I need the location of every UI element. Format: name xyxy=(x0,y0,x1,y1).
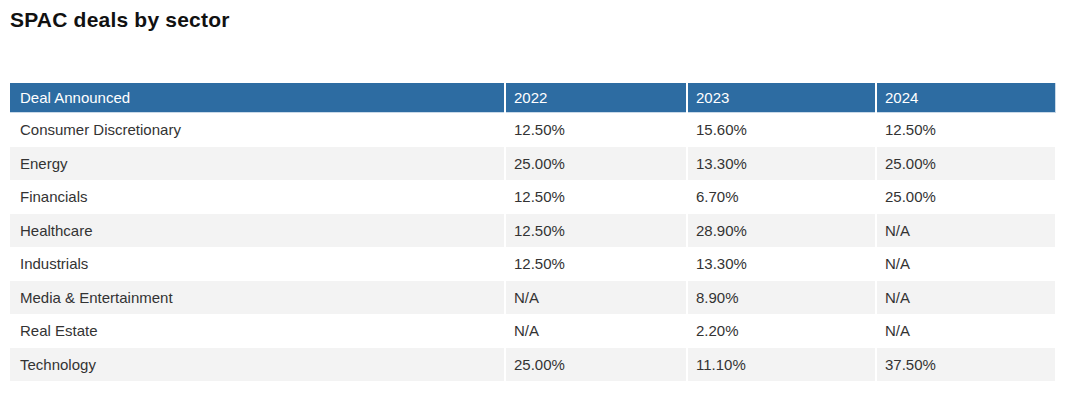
value-cell: 12.50% xyxy=(505,247,687,281)
value-cell: 13.30% xyxy=(687,147,876,181)
table-row: Healthcare12.50%28.90%N/A xyxy=(10,214,1055,248)
value-cell: 37.50% xyxy=(876,348,1055,382)
table-row: Technology25.00%11.10%37.50% xyxy=(10,348,1055,382)
value-cell: 8.90% xyxy=(687,281,876,315)
column-header-2022: 2022 xyxy=(505,83,687,113)
value-cell: 12.50% xyxy=(876,113,1055,147)
table-row: Financials12.50%6.70%25.00% xyxy=(10,180,1055,214)
column-header-deal-announced: Deal Announced xyxy=(10,83,505,113)
value-cell: N/A xyxy=(876,281,1055,315)
page: SPAC deals by sector Deal Announced20222… xyxy=(0,0,1080,381)
value-cell: 13.30% xyxy=(687,247,876,281)
sector-cell: Consumer Discretionary xyxy=(10,113,505,147)
table-header-row: Deal Announced202220232024 xyxy=(10,83,1055,113)
table-header: Deal Announced202220232024 xyxy=(10,83,1055,113)
value-cell: 25.00% xyxy=(876,147,1055,181)
sector-cell: Media & Entertainment xyxy=(10,281,505,315)
value-cell: 25.00% xyxy=(505,147,687,181)
value-cell: N/A xyxy=(505,281,687,315)
value-cell: 11.10% xyxy=(687,348,876,382)
value-cell: 25.00% xyxy=(505,348,687,382)
value-cell: 15.60% xyxy=(687,113,876,147)
table-body: Consumer Discretionary12.50%15.60%12.50%… xyxy=(10,113,1055,382)
table-row: Industrials12.50%13.30%N/A xyxy=(10,247,1055,281)
value-cell: 25.00% xyxy=(876,180,1055,214)
sector-cell: Healthcare xyxy=(10,214,505,248)
value-cell: 12.50% xyxy=(505,113,687,147)
column-header-2024: 2024 xyxy=(876,83,1055,113)
value-cell: 12.50% xyxy=(505,214,687,248)
table-row: Consumer Discretionary12.50%15.60%12.50% xyxy=(10,113,1055,147)
sector-cell: Industrials xyxy=(10,247,505,281)
table-row: Real EstateN/A2.20%N/A xyxy=(10,314,1055,348)
value-cell: N/A xyxy=(876,314,1055,348)
value-cell: 12.50% xyxy=(505,180,687,214)
sector-cell: Technology xyxy=(10,348,505,382)
value-cell: 6.70% xyxy=(687,180,876,214)
sector-cell: Financials xyxy=(10,180,505,214)
table-row: Media & EntertainmentN/A8.90%N/A xyxy=(10,281,1055,315)
spac-deals-table: Deal Announced202220232024 Consumer Disc… xyxy=(10,83,1056,381)
column-header-2023: 2023 xyxy=(687,83,876,113)
sector-cell: Energy xyxy=(10,147,505,181)
page-title: SPAC deals by sector xyxy=(10,7,1080,32)
value-cell: N/A xyxy=(505,314,687,348)
value-cell: 28.90% xyxy=(687,214,876,248)
value-cell: N/A xyxy=(876,247,1055,281)
value-cell: N/A xyxy=(876,214,1055,248)
table-row: Energy25.00%13.30%25.00% xyxy=(10,147,1055,181)
value-cell: 2.20% xyxy=(687,314,876,348)
sector-cell: Real Estate xyxy=(10,314,505,348)
